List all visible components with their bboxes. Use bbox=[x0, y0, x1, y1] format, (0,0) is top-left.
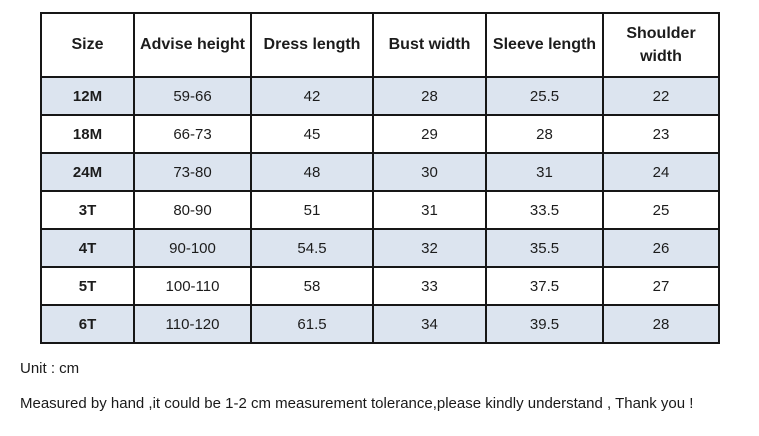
cell-dress-length: 54.5 bbox=[250, 228, 374, 268]
cell-sleeve-length: 31 bbox=[485, 152, 604, 192]
table-row-24m: 24M 73-80 48 30 31 24 bbox=[40, 152, 720, 192]
header-advise-height: Advise height bbox=[133, 12, 252, 78]
cell-size: 3T bbox=[40, 190, 135, 230]
cell-advise-height: 73-80 bbox=[133, 152, 252, 192]
table-row-5t: 5T 100-110 58 33 37.5 27 bbox=[40, 266, 720, 306]
header-shoulder-width: Shoulder width bbox=[602, 12, 720, 78]
header-sleeve-length: Sleeve length bbox=[485, 12, 604, 78]
cell-sleeve-length: 35.5 bbox=[485, 228, 604, 268]
header-dress-length: Dress length bbox=[250, 12, 374, 78]
tolerance-note: Measured by hand ,it could be 1-2 cm mea… bbox=[20, 395, 694, 412]
cell-dress-length: 42 bbox=[250, 76, 374, 116]
cell-size: 18M bbox=[40, 114, 135, 154]
cell-bust-width: 28 bbox=[372, 76, 487, 116]
cell-bust-width: 33 bbox=[372, 266, 487, 306]
cell-sleeve-length: 28 bbox=[485, 114, 604, 154]
cell-shoulder-width: 27 bbox=[602, 266, 720, 306]
cell-sleeve-length: 25.5 bbox=[485, 76, 604, 116]
cell-advise-height: 59-66 bbox=[133, 76, 252, 116]
cell-dress-length: 45 bbox=[250, 114, 374, 154]
unit-note: Unit : cm bbox=[20, 360, 80, 377]
cell-size: 24M bbox=[40, 152, 135, 192]
cell-advise-height: 80-90 bbox=[133, 190, 252, 230]
table-row-4t: 4T 90-100 54.5 32 35.5 26 bbox=[40, 228, 720, 268]
cell-shoulder-width: 24 bbox=[602, 152, 720, 192]
cell-shoulder-width: 25 bbox=[602, 190, 720, 230]
cell-bust-width: 30 bbox=[372, 152, 487, 192]
cell-size: 5T bbox=[40, 266, 135, 306]
header-size: Size bbox=[40, 12, 135, 78]
table-row-6t: 6T 110-120 61.5 34 39.5 28 bbox=[40, 304, 720, 344]
cell-dress-length: 61.5 bbox=[250, 304, 374, 344]
table-row-3t: 3T 80-90 51 31 33.5 25 bbox=[40, 190, 720, 230]
cell-shoulder-width: 28 bbox=[602, 304, 720, 344]
cell-advise-height: 66-73 bbox=[133, 114, 252, 154]
size-chart-table: Size Advise height Dress length Bust wid… bbox=[40, 12, 720, 344]
cell-size: 6T bbox=[40, 304, 135, 344]
cell-sleeve-length: 33.5 bbox=[485, 190, 604, 230]
cell-sleeve-length: 39.5 bbox=[485, 304, 604, 344]
cell-size: 4T bbox=[40, 228, 135, 268]
table-row-12m: 12M 59-66 42 28 25.5 22 bbox=[40, 76, 720, 116]
cell-dress-length: 48 bbox=[250, 152, 374, 192]
cell-bust-width: 31 bbox=[372, 190, 487, 230]
header-bust-width: Bust width bbox=[372, 12, 487, 78]
cell-bust-width: 29 bbox=[372, 114, 487, 154]
cell-dress-length: 51 bbox=[250, 190, 374, 230]
cell-shoulder-width: 22 bbox=[602, 76, 720, 116]
cell-size: 12M bbox=[40, 76, 135, 116]
cell-bust-width: 32 bbox=[372, 228, 487, 268]
cell-dress-length: 58 bbox=[250, 266, 374, 306]
cell-bust-width: 34 bbox=[372, 304, 487, 344]
cell-shoulder-width: 26 bbox=[602, 228, 720, 268]
cell-advise-height: 110-120 bbox=[133, 304, 252, 344]
cell-advise-height: 90-100 bbox=[133, 228, 252, 268]
table-row-18m: 18M 66-73 45 29 28 23 bbox=[40, 114, 720, 154]
cell-shoulder-width: 23 bbox=[602, 114, 720, 154]
cell-advise-height: 100-110 bbox=[133, 266, 252, 306]
header-row: Size Advise height Dress length Bust wid… bbox=[40, 12, 720, 78]
cell-sleeve-length: 37.5 bbox=[485, 266, 604, 306]
